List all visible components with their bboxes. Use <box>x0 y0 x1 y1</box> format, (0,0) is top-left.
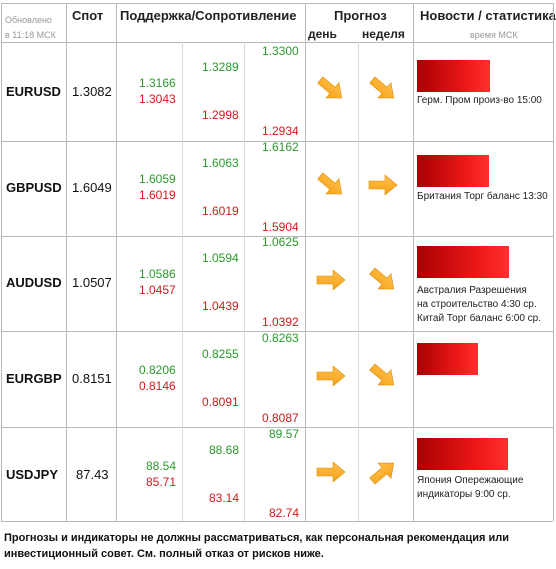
news-usdjpy: Япония Опережающие индикаторы 9:00 ср. <box>417 474 553 502</box>
news-eurusd: Герм. Пром произ-во 15:00 <box>417 94 553 108</box>
level-audusd-c2-red: 1.0439 <box>202 299 239 313</box>
spot-usdjpy: 87.43 <box>76 467 109 482</box>
level-audusd-c1-green: 1.0586 <box>139 267 176 281</box>
updated-time: в 11:18 МСК <box>5 30 56 40</box>
eurusd-week-arrow-icon <box>367 76 399 107</box>
forecast-day-header: день <box>308 27 337 41</box>
symbol-gbpusd: GBPUSD <box>6 180 62 195</box>
symbol-audusd: AUDUSD <box>6 275 62 290</box>
level-eurusd-c1-red: 1.3043 <box>139 92 176 106</box>
level-eurgbp-c3-red: 0.8087 <box>262 411 299 425</box>
news-time-label: время МСК <box>470 30 518 40</box>
news-line: Британия Торг баланс 13:30 <box>417 191 548 202</box>
level-gbpusd-c2-green: 1.6063 <box>202 156 239 170</box>
level-audusd-c2-green: 1.0594 <box>202 251 239 265</box>
level-gbpusd-c1-red: 1.6019 <box>139 188 176 202</box>
level-eurusd-c1-green: 1.3166 <box>139 76 176 90</box>
level-usdjpy-c1-red: 85.71 <box>146 475 177 489</box>
usdjpy-day-arrow-icon <box>315 459 347 490</box>
news-line: Китай Торг баланс 6:00 ср. <box>417 313 542 324</box>
forecast-week-header: неделя <box>362 27 405 41</box>
symbol-eurgbp: EURGBP <box>6 371 62 386</box>
level-gbpusd-c2-red: 1.6019 <box>202 204 239 218</box>
level-audusd-c1-red: 1.0457 <box>139 283 176 297</box>
news-line: Австралия Разрешения <box>417 285 527 296</box>
gbpusd-day-arrow-icon <box>315 172 347 203</box>
spot-header: Спот <box>72 8 104 23</box>
level-usdjpy-c2-red: 83.14 <box>209 491 240 505</box>
eurgbp-week-arrow-icon <box>367 363 399 394</box>
disclaimer-line-1: Прогнозы и индикаторы не должны рассматр… <box>4 532 510 544</box>
news-bar-eurgbp <box>417 343 478 375</box>
news-gbpusd: Британия Торг баланс 13:30 <box>417 190 553 204</box>
spot-audusd: 1.0507 <box>72 275 112 290</box>
level-gbpusd-c3-green: 1.6162 <box>262 140 299 154</box>
eurgbp-day-arrow-icon <box>315 363 347 394</box>
support-resistance-header: Поддержка/Сопротивление <box>120 8 297 23</box>
spot-gbpusd: 1.6049 <box>72 180 112 195</box>
news-bar-audusd <box>417 246 509 278</box>
spot-eurusd: 1.3082 <box>72 84 112 99</box>
level-eurgbp-c2-green: 0.8255 <box>202 347 239 361</box>
disclaimer-line-2: инвестиционный совет. См. полный отказ о… <box>4 548 324 560</box>
level-eurgbp-c2-red: 0.8091 <box>202 395 239 409</box>
level-usdjpy-c1-green: 88.54 <box>146 459 177 473</box>
audusd-day-arrow-icon <box>315 267 347 298</box>
forecast-header: Прогноз <box>334 8 387 23</box>
news-bar-eurusd <box>417 60 490 92</box>
news-line: индикаторы 9:00 ср. <box>417 489 511 500</box>
audusd-week-arrow-icon <box>367 267 399 298</box>
news-bar-usdjpy <box>417 438 508 470</box>
eurusd-day-arrow-icon <box>315 76 347 107</box>
disclaimer: Прогнозы и индикаторы не должны рассматр… <box>4 530 552 562</box>
spot-eurgbp: 0.8151 <box>72 371 112 386</box>
news-line: на строительство 4:30 ср. <box>417 299 537 310</box>
level-eurgbp-c3-green: 0.8263 <box>262 331 299 345</box>
level-eurgbp-c1-red: 0.8146 <box>139 379 176 393</box>
level-eurusd-c2-green: 1.3289 <box>202 60 239 74</box>
news-line: Япония Опережающие <box>417 475 524 486</box>
level-eurusd-c3-green: 1.3300 <box>262 44 299 58</box>
level-eurgbp-c1-green: 0.8206 <box>139 363 176 377</box>
usdjpy-week-arrow-icon <box>367 459 399 490</box>
level-usdjpy-c2-green: 88.68 <box>209 443 240 457</box>
news-line: Герм. Пром произ-во 15:00 <box>417 95 542 106</box>
level-usdjpy-c3-green: 89.57 <box>269 427 300 441</box>
level-audusd-c3-green: 1.0625 <box>262 235 299 249</box>
gbpusd-week-arrow-icon <box>367 172 399 203</box>
level-usdjpy-c3-red: 82.74 <box>269 506 300 520</box>
news-bar-gbpusd <box>417 155 489 187</box>
level-eurusd-c3-red: 1.2934 <box>262 124 299 138</box>
updated-label: Обновлено <box>5 15 52 25</box>
level-eurusd-c2-red: 1.2998 <box>202 108 239 122</box>
symbol-usdjpy: USDJPY <box>6 467 59 482</box>
level-gbpusd-c1-green: 1.6059 <box>139 172 176 186</box>
news-header: Новости / статистика <box>420 8 556 23</box>
symbol-eurusd: EURUSD <box>6 84 61 99</box>
level-audusd-c3-red: 1.0392 <box>262 315 299 329</box>
level-gbpusd-c3-red: 1.5904 <box>262 220 299 234</box>
news-audusd: Австралия Разрешения на строительство 4:3… <box>417 284 553 326</box>
